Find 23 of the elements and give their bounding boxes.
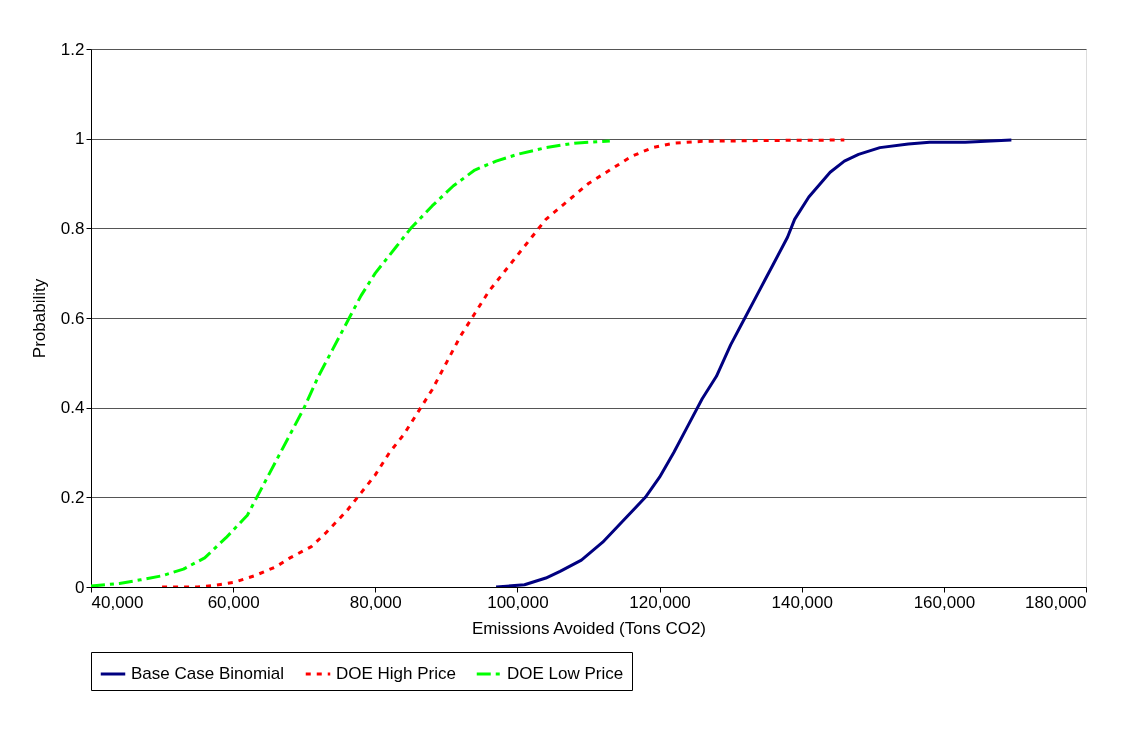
legend-label: Base Case Binomial: [131, 664, 285, 683]
y-tick-label: 0.8: [60, 218, 85, 238]
y-tick-label: 0.2: [60, 487, 85, 507]
line-series: [160, 138, 846, 587]
y-tick-label: 0.4: [60, 398, 85, 418]
y-tick-label: 1.2: [60, 39, 85, 59]
x-axis-title: Emissions Avoided (Tons CO2): [471, 618, 707, 638]
legend-label: DOE Low Price: [507, 664, 624, 683]
line-series: [494, 138, 1013, 587]
x-tick-label: 80,000: [349, 592, 402, 612]
x-tick-label: 140,000: [771, 592, 833, 612]
x-tick-label: 180,000: [1025, 592, 1087, 612]
y-tick-label: 0.6: [60, 308, 85, 328]
legend-label: DOE High Price: [336, 664, 456, 683]
x-tick-label: 100,000: [487, 592, 549, 612]
y-axis-title: Probability: [29, 278, 49, 359]
line-series: [91, 139, 612, 587]
x-tick-label: 160,000: [913, 592, 976, 612]
x-tick-label: 40,000: [91, 592, 144, 612]
y-tick-label: 0: [75, 577, 85, 597]
x-tick-label: 60,000: [207, 592, 260, 612]
x-tick-label: 120,000: [629, 592, 691, 612]
y-tick-label: 1: [75, 129, 85, 149]
